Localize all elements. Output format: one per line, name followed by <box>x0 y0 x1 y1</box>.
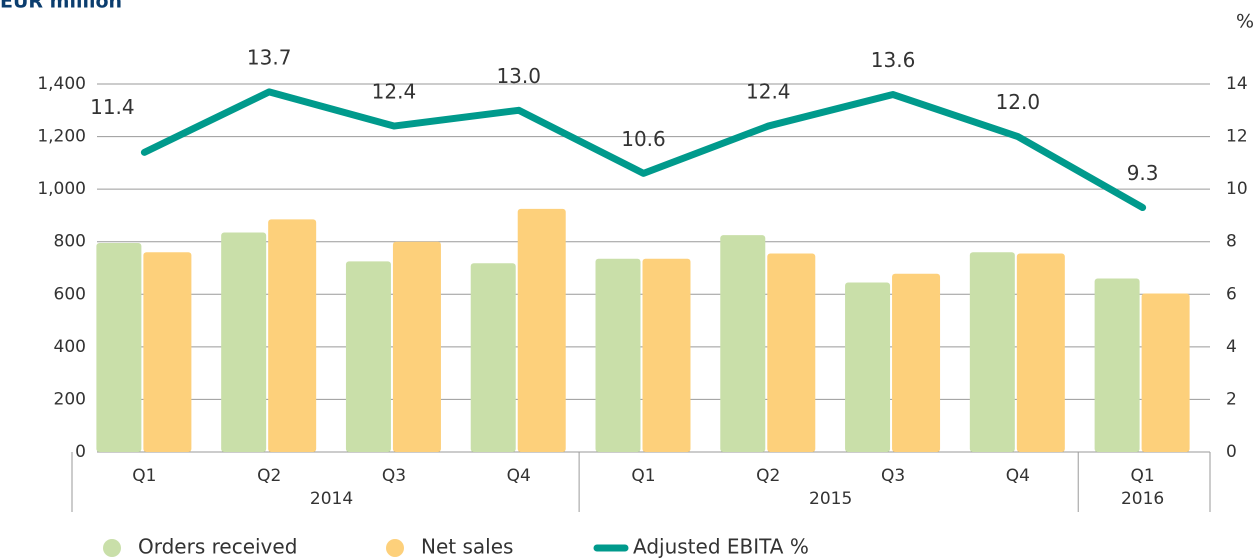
y-tick-label: 800 <box>54 232 86 252</box>
x-tick-label: Q4 <box>1006 466 1030 486</box>
group-label: 2016 <box>1121 489 1164 509</box>
bar <box>720 235 766 452</box>
bar <box>845 282 891 452</box>
data-label: 13.6 <box>871 48 916 72</box>
y2-tick-label: 6 <box>1226 284 1237 304</box>
y2-tick-label: 0 <box>1226 442 1237 462</box>
x-tick-label: Q2 <box>257 466 281 486</box>
bar <box>1016 253 1065 452</box>
y-tick-label: 1,400 <box>37 74 86 94</box>
y2-tick-label: 2 <box>1226 389 1237 409</box>
bar <box>1094 278 1140 452</box>
x-tick-label: Q1 <box>132 466 156 486</box>
bar <box>470 263 516 452</box>
legend-swatch <box>103 539 121 557</box>
y-tick-label: 1,200 <box>37 127 86 147</box>
x-tick-label: Q1 <box>631 466 655 486</box>
group-label: 2015 <box>809 489 852 509</box>
y2-tick-label: 10 <box>1226 179 1248 199</box>
x-tick-label: Q3 <box>382 466 406 486</box>
bar <box>143 252 192 452</box>
data-label: 12.0 <box>996 90 1041 114</box>
line <box>140 88 1147 212</box>
chart-title: EUR million <box>0 0 122 13</box>
bar <box>221 232 267 452</box>
y2-tick-label: 14 <box>1226 74 1248 94</box>
legend-swatch <box>386 539 404 557</box>
x-tick-label: Q1 <box>1131 466 1155 486</box>
data-label: 9.3 <box>1127 161 1159 185</box>
data-label: 12.4 <box>746 80 791 104</box>
y-tick-label: 400 <box>54 337 86 357</box>
legend-label: Net sales <box>421 535 513 559</box>
bar <box>345 261 391 452</box>
bar <box>892 273 941 452</box>
bar <box>268 219 317 452</box>
bar <box>595 258 641 452</box>
group-label: 2014 <box>310 489 353 509</box>
bar <box>767 253 816 452</box>
data-label: 11.4 <box>90 95 135 119</box>
data-label: 13.0 <box>496 64 541 88</box>
bar <box>1141 293 1190 452</box>
bar <box>392 241 441 452</box>
y2-tick-label: 4 <box>1226 337 1237 357</box>
y2-tick-label: 12 <box>1226 127 1248 147</box>
bar <box>969 252 1015 452</box>
y2-tick-label: 8 <box>1226 232 1237 252</box>
data-label: 10.6 <box>621 127 666 151</box>
y2-axis-label: % <box>1236 11 1254 33</box>
legend-label: Adjusted EBITA % <box>633 535 809 559</box>
bar <box>517 208 566 452</box>
data-label: 12.4 <box>372 80 417 104</box>
y-tick-label: 1,000 <box>37 179 86 199</box>
x-tick-label: Q3 <box>881 466 905 486</box>
bar <box>96 243 142 452</box>
y-tick-label: 200 <box>54 389 86 409</box>
legend-label: Orders received <box>138 535 297 559</box>
x-tick-label: Q2 <box>756 466 780 486</box>
data-label: 13.7 <box>247 45 292 69</box>
x-tick-label: Q4 <box>507 466 531 486</box>
y-tick-label: 600 <box>54 284 86 304</box>
bar <box>642 258 691 452</box>
y-tick-label: 0 <box>75 442 86 462</box>
